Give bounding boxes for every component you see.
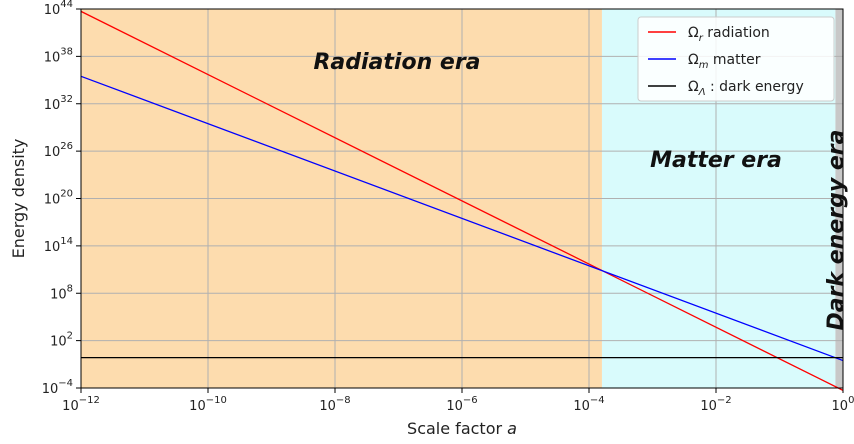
y-tick-label: 1038 (44, 46, 73, 65)
legend-entry-2: ΩΛ : dark energy (688, 79, 804, 98)
y-tick-label: 10−4 (42, 378, 73, 397)
x-tick-label: 10−4 (573, 395, 604, 414)
x-tick-base: 10 (446, 399, 463, 414)
x-tick-label: 10−10 (189, 395, 227, 414)
y-tick-base: 10 (50, 335, 67, 350)
y-tick-base: 10 (44, 98, 61, 113)
series-line-0 (80, 10, 844, 391)
x-tick-base: 10 (700, 399, 717, 414)
x-tick-label: 100 (832, 395, 854, 414)
x-tick-base: 10 (62, 399, 79, 414)
y-tick-base: 10 (42, 382, 59, 397)
y-tick-exponent: 20 (60, 189, 73, 200)
legend-label: matter (708, 52, 760, 68)
x-tick-base: 10 (319, 399, 336, 414)
y-tick-exponent: 38 (60, 46, 73, 57)
x-tick-exponent: −6 (463, 395, 478, 406)
y-tick-exponent: 2 (67, 331, 73, 342)
data-series (80, 10, 844, 391)
x-tick-base: 10 (832, 399, 849, 414)
y-tick-label: 1032 (44, 94, 73, 113)
y-axis-title: Energy density (9, 139, 28, 259)
y-tick-base: 10 (44, 240, 61, 255)
x-tick-exponent: 0 (848, 395, 854, 406)
era-label-2: Dark energy era (824, 130, 849, 331)
y-tick-exponent: 8 (67, 283, 73, 294)
x-tick-label: 10−6 (446, 395, 477, 414)
legend-box (637, 16, 835, 102)
y-tick-label: 108 (50, 283, 73, 302)
legend-symbol: Ω (688, 25, 699, 41)
y-tick-label: 102 (50, 331, 73, 350)
x-tick-exponent: −12 (79, 395, 100, 406)
y-tick-exponent: 14 (60, 236, 73, 247)
x-tick-exponent: −2 (717, 395, 732, 406)
legend-subscript: r (699, 33, 704, 44)
y-tick-base: 10 (44, 193, 61, 208)
x-axis-ticks: 10−12 10−10 10−8 10−6 10−4 10−2 100 (62, 388, 854, 414)
y-tick-exponent: 26 (60, 141, 73, 152)
y-tick-label: 1014 (44, 236, 73, 255)
y-tick-base: 10 (44, 50, 61, 65)
y-tick-label: 1020 (44, 189, 73, 208)
x-tick-exponent: −10 (206, 395, 227, 406)
series-line-1 (80, 75, 844, 362)
y-tick-exponent: −4 (58, 378, 73, 389)
x-tick-label: 10−12 (62, 395, 100, 414)
legend-label: radiation (703, 25, 770, 41)
x-axis-title-text: Scale factor (407, 419, 507, 438)
y-tick-label: 1026 (44, 141, 73, 160)
legend-subscript: Λ (698, 87, 706, 98)
legend-entry-0: Ωr radiation (688, 25, 770, 44)
x-tick-base: 10 (573, 399, 590, 414)
x-tick-exponent: −4 (590, 395, 605, 406)
y-tick-base: 10 (44, 3, 61, 18)
legend-symbol: Ω (688, 79, 699, 95)
y-tick-exponent: 44 (60, 0, 73, 10)
x-tick-label: 10−8 (319, 395, 350, 414)
x-axis-title: Scale factor a (407, 419, 517, 438)
y-tick-label: 1044 (44, 0, 73, 18)
era-labels: Radiation era Matter era Dark energy era (313, 50, 849, 330)
y-tick-exponent: 32 (60, 94, 73, 105)
legend-entry-1: Ωm matter (688, 52, 761, 71)
era-label-0: Radiation era (313, 50, 480, 75)
x-tick-exponent: −8 (336, 395, 351, 406)
x-axis-title-variable: a (507, 419, 517, 438)
x-tick-base: 10 (189, 399, 206, 414)
y-tick-base: 10 (44, 145, 61, 160)
x-tick-label: 10−2 (700, 395, 731, 414)
y-tick-base: 10 (50, 287, 67, 302)
legend-symbol: Ω (688, 52, 699, 68)
legend-label: : dark energy (706, 79, 804, 95)
legend-subscript: m (699, 60, 709, 71)
era-label-1: Matter era (650, 148, 782, 173)
